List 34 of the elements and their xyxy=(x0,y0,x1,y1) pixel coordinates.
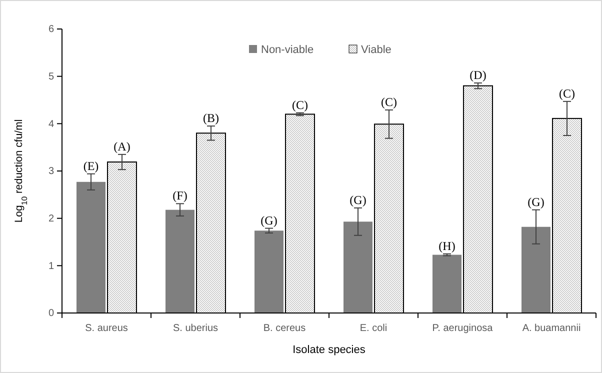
legend-label: Non-viable xyxy=(261,44,314,56)
annotation: (C) xyxy=(381,94,397,109)
y-tick-label: 5 xyxy=(48,72,54,83)
x-tick-label: P. aeruginosa xyxy=(432,323,494,334)
legend-label: Viable xyxy=(361,44,392,56)
bar xyxy=(254,230,284,313)
bar xyxy=(522,226,550,313)
x-tick-label: S. uberius xyxy=(172,323,218,334)
annotation: (B) xyxy=(203,111,219,126)
x-tick-label: S. aureus xyxy=(85,323,128,334)
bar xyxy=(76,182,106,313)
annotation: (G) xyxy=(350,192,366,207)
y-tick-label: 4 xyxy=(48,118,54,130)
x-tick-label: E. coli xyxy=(360,323,388,334)
annotation: (F) xyxy=(172,188,188,203)
y-tick-label: 6 xyxy=(48,24,54,36)
y-tick-label: 1 xyxy=(48,260,54,272)
annotation: (G) xyxy=(528,194,544,209)
bar xyxy=(166,210,194,313)
annotation: (E) xyxy=(83,158,99,173)
y-tick-label: 2 xyxy=(48,214,54,225)
annotation: (A) xyxy=(114,139,130,154)
y-tick-label: 0 xyxy=(48,308,54,320)
annotation: (H) xyxy=(438,238,456,253)
x-axis-title: Isolate species xyxy=(292,344,366,356)
bar xyxy=(344,222,372,313)
bar xyxy=(432,254,462,313)
x-tick-label: B. cereus xyxy=(263,323,306,334)
y-tick-label: 3 xyxy=(48,166,54,178)
annotation: (C) xyxy=(292,98,308,112)
x-tick-label: A. buamannii xyxy=(522,323,581,334)
annotation: (C) xyxy=(559,86,575,100)
annotation: (G) xyxy=(260,213,278,228)
annotation: (D) xyxy=(470,68,486,82)
